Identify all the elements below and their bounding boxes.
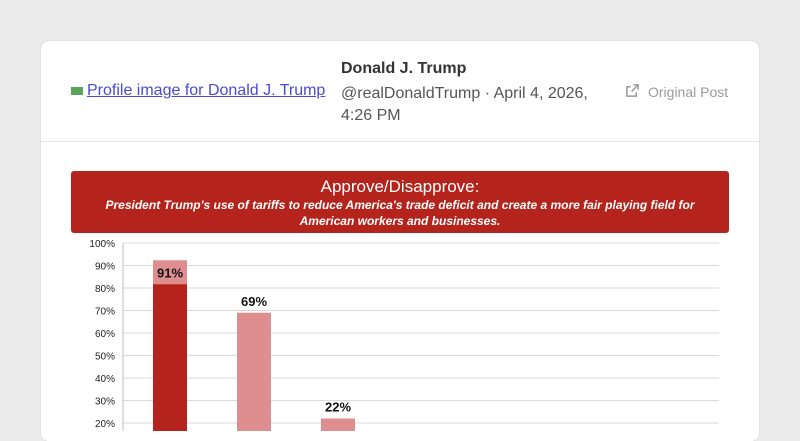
post-time: 4:26 PM	[341, 107, 401, 124]
data-label: 22%	[325, 400, 351, 415]
y-tick-label: 80%	[95, 284, 115, 295]
external-link-icon	[625, 83, 640, 101]
post-meta: @realDonaldTrump · April 4, 2026, 4:26 P…	[341, 83, 611, 127]
data-label-box	[153, 260, 187, 285]
post-header: Profile image for Donald J. Trump Donald…	[41, 41, 759, 142]
chart-title: Approve/Disapprove:	[320, 177, 480, 196]
chart: Approve/Disapprove: President Trump's us…	[71, 171, 729, 431]
data-label: 69%	[241, 294, 267, 309]
y-tick-label: 50%	[95, 352, 115, 363]
y-tick-label: 70%	[95, 307, 115, 318]
chart-banner: Approve/Disapprove: President Trump's us…	[71, 171, 729, 233]
author-name[interactable]: Donald J. Trump	[341, 60, 467, 77]
chart-plot: 20%30%40%50%60%70%80%90%100% 91%69%22%	[89, 239, 719, 431]
chart-subtitle: President Trump's use of tariffs to redu…	[105, 198, 695, 228]
y-tick-label: 40%	[95, 374, 115, 385]
handle-date: @realDonaldTrump · April 4, 2026,	[341, 85, 588, 102]
y-tick-label: 60%	[95, 329, 115, 340]
y-tick-label: 90%	[95, 262, 115, 273]
data-label: 91%	[157, 265, 183, 280]
broken-image-icon	[71, 87, 83, 95]
bar	[153, 263, 187, 431]
bar	[237, 312, 271, 431]
y-tick-label: 30%	[95, 397, 115, 408]
avatar-alt-text[interactable]: Profile image for Donald J. Trump	[87, 82, 326, 99]
avatar[interactable]: Profile image for Donald J. Trump	[71, 82, 329, 100]
original-post-link[interactable]: Original Post	[625, 83, 728, 101]
original-post-label[interactable]: Original Post	[648, 84, 729, 100]
post-card: Profile image for Donald J. Trump Donald…	[41, 41, 759, 441]
author-block: Donald J. Trump @realDonaldTrump · April…	[341, 59, 611, 127]
y-tick-label: 100%	[89, 239, 115, 250]
